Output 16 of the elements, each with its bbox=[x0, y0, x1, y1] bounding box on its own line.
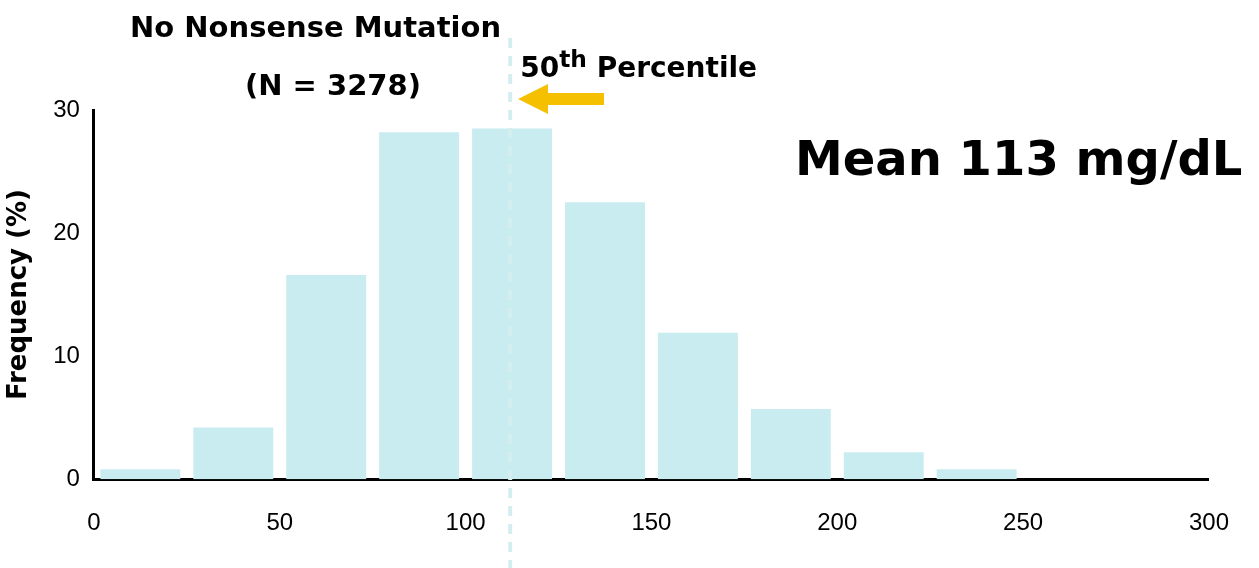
y-tick-label: 30 bbox=[53, 94, 80, 122]
y-axis-title: Frequency (%) bbox=[2, 189, 33, 401]
ref-line-label: 50$^{th}$ Percentile bbox=[520, 45, 758, 85]
x-tick-label: 150 bbox=[631, 508, 672, 536]
x-tick-label: 0 bbox=[87, 508, 101, 536]
y-tick-label: 0 bbox=[66, 463, 80, 491]
x-tick-label: 300 bbox=[1188, 508, 1229, 536]
x-tick-label: 100 bbox=[445, 508, 486, 536]
x-tick-label: 200 bbox=[817, 508, 858, 536]
x-tick-label: 250 bbox=[1003, 508, 1044, 536]
chart-title: No Nonsense Mutation bbox=[130, 10, 502, 44]
x-tick-label: 50 bbox=[266, 508, 294, 536]
y-tick-label: 20 bbox=[53, 217, 80, 245]
annotation: Mean 113 mg/dL bbox=[795, 130, 1243, 186]
chart-subtitle: (N = 3278) bbox=[245, 68, 421, 102]
y-tick-label: 10 bbox=[53, 340, 80, 368]
